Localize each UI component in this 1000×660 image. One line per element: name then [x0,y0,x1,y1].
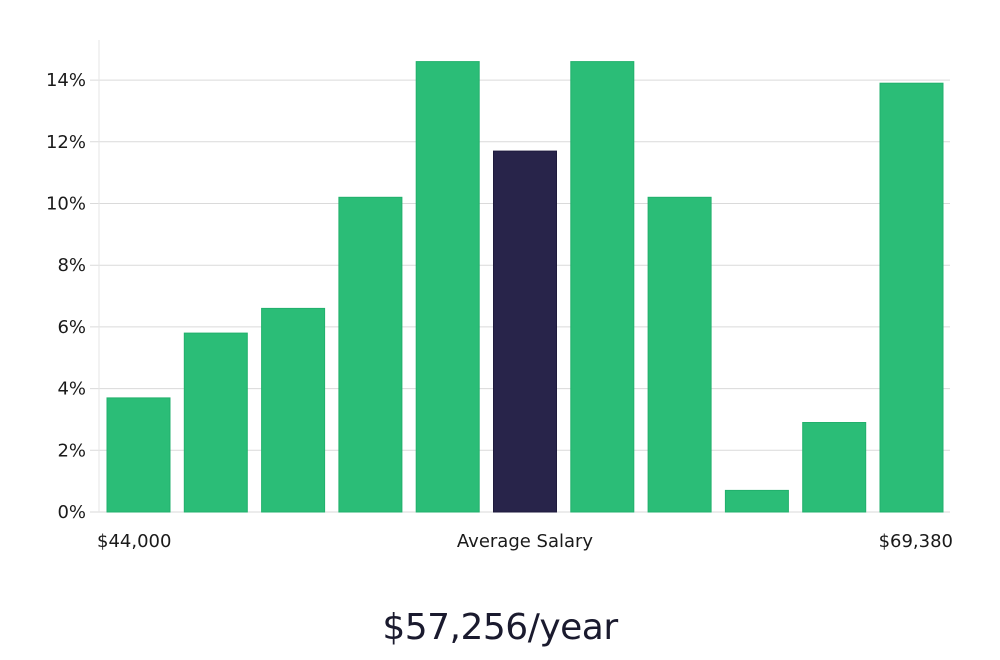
y-tick-label: 12% [46,132,86,153]
bar [570,61,635,513]
bar [261,307,326,513]
bars [106,61,944,513]
y-tick-label: 14% [46,70,86,91]
y-tick-label: 2% [57,440,86,461]
bar [647,196,712,513]
salary-distribution-chart: 0% 2% 4% 6% 8% 10% 12% 14% $44,000 Average Sala… [46,40,953,552]
x-axis-title: Average Salary [457,531,594,552]
y-tick-label: 6% [57,317,86,338]
y-tick-label: 4% [57,379,86,400]
y-tick-label: 8% [57,255,86,276]
bar-average-highlight [493,150,557,513]
bar [879,82,944,513]
bar [802,422,867,513]
bar [415,61,480,513]
x-min-label: $44,000 [97,531,171,552]
bar [183,332,248,513]
bar [724,489,789,513]
y-axis-ticks: 0% 2% 4% 6% 8% 10% 12% 14% [46,70,86,523]
bar [106,397,171,513]
y-tick-label: 10% [46,194,86,215]
average-salary-value: $57,256/year [382,607,618,648]
y-tick-label: 0% [57,502,86,523]
bar [338,196,403,513]
x-max-label: $69,380 [879,531,953,552]
